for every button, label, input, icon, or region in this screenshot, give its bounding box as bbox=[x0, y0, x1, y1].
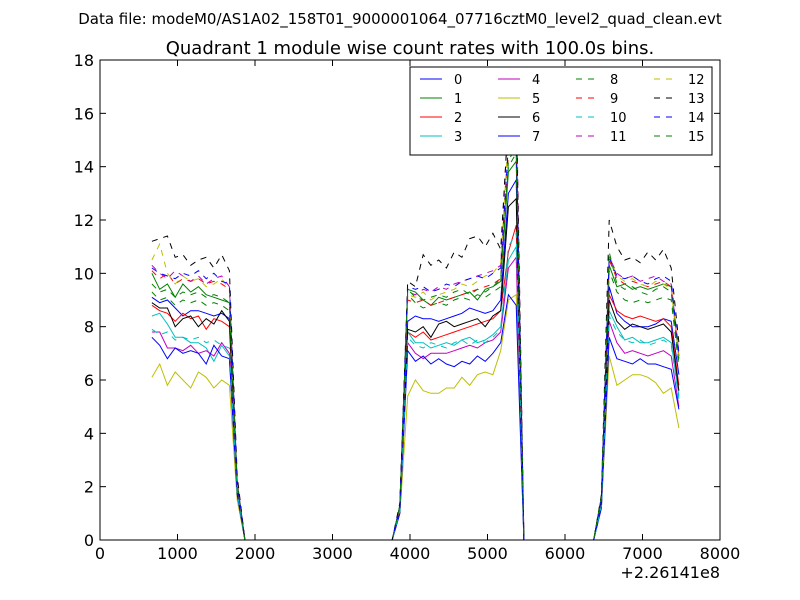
tick-layer: 0 1000 2000 3000 4000 5000 6000 7000 80000246810… bbox=[74, 51, 741, 563]
legend-label-14: 14 bbox=[688, 111, 705, 126]
legend-label-8: 8 bbox=[610, 73, 618, 88]
legend-label-0: 0 bbox=[454, 73, 462, 88]
legend-label-1: 1 bbox=[454, 92, 462, 107]
legend-label-3: 3 bbox=[454, 130, 462, 145]
series-line-8 bbox=[151, 151, 680, 541]
suptitle: Data file: modeM0/AS1A02_158T01_90000010… bbox=[78, 10, 722, 29]
y-tick-label: 16 bbox=[74, 104, 94, 123]
series-layer bbox=[151, 86, 680, 541]
x-tick-label: 1000 bbox=[157, 544, 198, 563]
legend-label-12: 12 bbox=[688, 73, 705, 88]
series-line-10 bbox=[151, 231, 680, 541]
x-tick-label: 3000 bbox=[312, 544, 353, 563]
legend-label-15: 15 bbox=[688, 130, 705, 145]
legend-label-13: 13 bbox=[688, 92, 705, 107]
legend-label-6: 6 bbox=[532, 111, 540, 126]
series-line-15 bbox=[151, 145, 680, 541]
legend-label-2: 2 bbox=[454, 111, 462, 126]
y-tick-label: 14 bbox=[74, 158, 94, 177]
y-tick-label: 10 bbox=[74, 264, 94, 283]
series-line-5 bbox=[151, 293, 680, 541]
x-tick-label: 4000 bbox=[390, 544, 431, 563]
x-tick-label: 0 bbox=[95, 544, 105, 563]
legend-label-11: 11 bbox=[610, 130, 627, 145]
series-line-13 bbox=[151, 99, 680, 541]
series-line-12 bbox=[151, 125, 680, 541]
legend-label-7: 7 bbox=[532, 130, 540, 145]
y-tick-label: 18 bbox=[74, 51, 94, 70]
series-line-7 bbox=[151, 293, 680, 541]
series-line-0 bbox=[151, 178, 680, 541]
legend-label-10: 10 bbox=[610, 111, 627, 126]
x-tick-label: 8000 bbox=[700, 544, 741, 563]
y-tick-label: 6 bbox=[84, 371, 94, 390]
series-line-11 bbox=[151, 86, 680, 541]
y-tick-label: 2 bbox=[84, 478, 94, 497]
legend-box bbox=[409, 66, 713, 156]
legend-label-5: 5 bbox=[532, 92, 540, 107]
y-tick-label: 12 bbox=[74, 211, 94, 230]
legend-label-4: 4 bbox=[532, 73, 540, 88]
x-tick-label: 2000 bbox=[235, 544, 276, 563]
legend-label-9: 9 bbox=[610, 92, 618, 107]
y-tick-label: 0 bbox=[84, 531, 94, 550]
x-tick-label: 5000 bbox=[467, 544, 508, 563]
y-tick-label: 4 bbox=[84, 424, 94, 443]
series-line-6 bbox=[151, 197, 680, 541]
x-tick-label: 7000 bbox=[622, 544, 663, 563]
series-line-2 bbox=[151, 225, 680, 541]
x-offset-label: +2.26141e8 bbox=[620, 563, 720, 582]
y-tick-label: 8 bbox=[84, 318, 94, 337]
series-line-4 bbox=[151, 255, 680, 541]
series-line-9 bbox=[151, 138, 680, 541]
chart-title: Quadrant 1 module wise count rates with … bbox=[166, 38, 655, 59]
x-tick-label: 6000 bbox=[545, 544, 586, 563]
